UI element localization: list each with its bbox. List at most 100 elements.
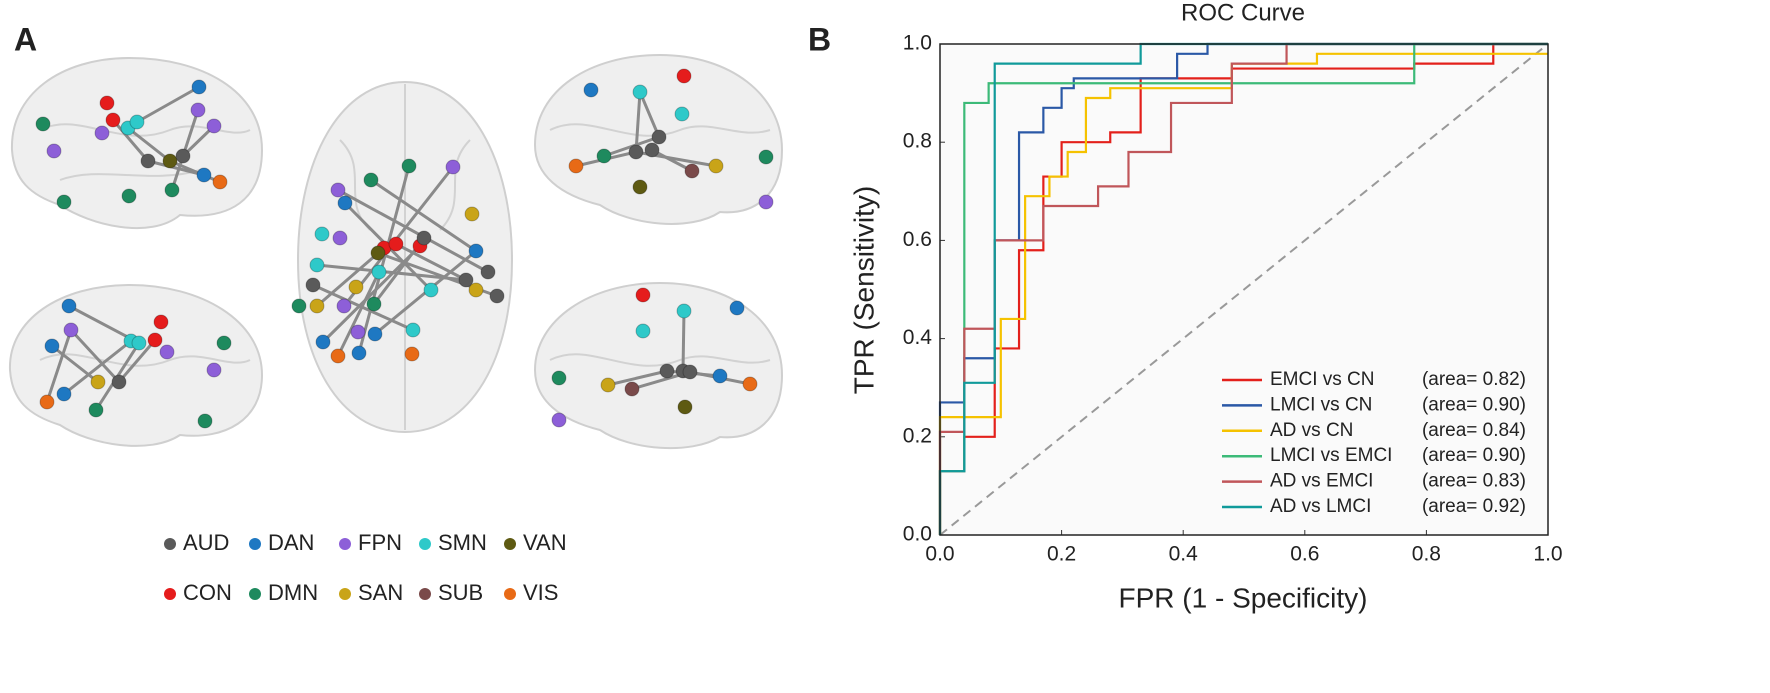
brain-node [682, 364, 698, 380]
brain-node [175, 148, 191, 164]
brain-node [371, 264, 387, 280]
legend-label: AUD [183, 530, 229, 555]
legend-label: DAN [268, 530, 314, 555]
brain-node [216, 335, 232, 351]
brain-edge [336, 270, 381, 358]
legend-label: SUB [438, 580, 483, 605]
brain-node [121, 188, 137, 204]
roc-chart: ROC Curve FPR (1 - Specificity) TPR (Sen… [848, 0, 1562, 613]
legend-label: LMCI vs EMCI [1270, 445, 1392, 466]
brain-node [44, 338, 60, 354]
brain-edge [602, 135, 661, 158]
legend-label: AD vs CN [1270, 420, 1353, 441]
brain-node [551, 412, 567, 428]
brain-edge [357, 164, 411, 355]
brain-node [348, 279, 364, 295]
legend-label: SAN [358, 580, 403, 605]
legend-label: AD vs LMCI [1270, 496, 1371, 517]
brain-node [330, 182, 346, 198]
brain-node [56, 386, 72, 402]
legend-note: (area= 0.84) [1422, 420, 1526, 441]
brain-node [366, 296, 382, 312]
roc-curve [938, 42, 1548, 535]
brain-node [758, 149, 774, 165]
brain-node [684, 163, 700, 179]
y-tick-label: 0.6 [903, 228, 932, 251]
y-axis-label: TPR (Sensitivity) [848, 186, 879, 394]
brain-node [458, 272, 474, 288]
brain-node [405, 322, 421, 338]
brain-node [206, 118, 222, 134]
brain-edge [50, 344, 100, 384]
brain-node [363, 172, 379, 188]
legend-label: DMN [268, 580, 318, 605]
brain-node [99, 95, 115, 111]
legend-note: (area= 0.83) [1422, 471, 1526, 492]
legend-note: (area= 0.90) [1422, 394, 1526, 415]
x-tick-label: 0.6 [1290, 543, 1319, 566]
brain-node [314, 226, 330, 242]
brain-node [596, 148, 612, 164]
brain-node [35, 116, 51, 132]
brain-node [659, 363, 675, 379]
brain-node [153, 314, 169, 330]
legend-marker [339, 538, 351, 550]
brain-node [190, 102, 206, 118]
brain-node [196, 167, 212, 183]
brain-edge [315, 263, 468, 282]
brain-edge [369, 178, 478, 253]
brain-node [140, 153, 156, 169]
brain-node [206, 362, 222, 378]
legend-note: (area= 0.92) [1422, 496, 1526, 517]
y-tick-label: 0.0 [903, 523, 932, 546]
brain-node [635, 287, 651, 303]
brain-fold [39, 353, 251, 367]
brain-node [315, 334, 331, 350]
brain-node [628, 144, 644, 160]
brain-node [651, 129, 667, 145]
brain-edge [135, 85, 201, 124]
legend-label: CON [183, 580, 232, 605]
x-tick-label: 1.0 [1533, 543, 1562, 566]
brain-node [568, 158, 584, 174]
brain-node [88, 402, 104, 418]
panel-label: A [14, 21, 37, 57]
legend-marker [164, 588, 176, 600]
brain-node [370, 245, 386, 261]
legend-marker [339, 588, 351, 600]
brain-node [423, 282, 439, 298]
brain-edge [638, 90, 661, 139]
brain-node [131, 335, 147, 351]
legend-marker [504, 588, 516, 600]
brain-node [212, 174, 228, 190]
brain-node [39, 394, 55, 410]
x-axis-label: FPR (1 - Specificity) [1119, 582, 1368, 613]
brain-node [708, 158, 724, 174]
brain-node [63, 322, 79, 338]
brain-edge [394, 242, 468, 282]
legend-note: (area= 0.90) [1422, 445, 1526, 466]
x-tick-label: 0.8 [1412, 543, 1441, 566]
brain-node [468, 282, 484, 298]
y-tick-label: 0.8 [903, 130, 932, 153]
roc-curve [938, 42, 1548, 535]
brain-node [464, 206, 480, 222]
legend-label: EMCI vs CN [1270, 369, 1375, 390]
brain-node [676, 68, 692, 84]
brain-node [309, 298, 325, 314]
brain-node [551, 370, 567, 386]
legend-marker [419, 538, 431, 550]
brain-node [676, 303, 692, 319]
brain-edge [606, 369, 669, 387]
y-tick-label: 1.0 [903, 32, 932, 55]
y-tick-label: 0.2 [903, 424, 932, 447]
brain-node [191, 79, 207, 95]
x-tick-label: 0.4 [1169, 543, 1199, 566]
legend-marker [504, 538, 516, 550]
brain-node [468, 243, 484, 259]
brain-edge [62, 339, 133, 396]
brain-edge [342, 165, 455, 308]
x-tick-label: 0.0 [925, 543, 954, 566]
brain-node [291, 298, 307, 314]
brain-node [56, 194, 72, 210]
